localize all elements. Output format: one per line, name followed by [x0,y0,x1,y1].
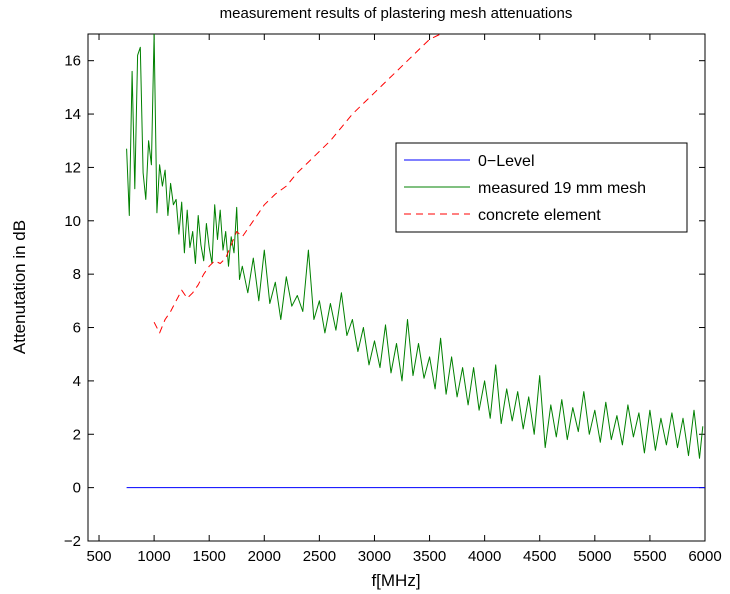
y-tick-label: 6 [73,320,81,337]
y-tick-label: 2 [73,426,81,443]
legend-items: 0−Level measured 19 mm mesh concrete eleme… [404,153,646,224]
chart-title: measurement results of plastering mesh a… [220,5,573,22]
y-tick-label: 14 [64,106,81,123]
y-tick-label: 10 [64,213,81,230]
series-layer [126,34,705,489]
legend-label-2: concrete element [478,207,601,224]
x-tick-label: 6000 [688,548,721,565]
y-tick-label: 0 [73,480,81,497]
y-tick-label: 4 [73,373,81,390]
series-line-1 [126,34,704,459]
x-tick-label: 500 [87,548,112,565]
x-tick-label: 2000 [248,548,281,565]
legend-label-0: 0−Level [478,153,535,170]
x-tick-label: 2500 [303,548,336,565]
y-tick-label: 16 [64,53,81,70]
x-tick-label: 3500 [413,548,446,565]
y-axis-label: Attenutation in dB [10,220,29,354]
legend: 0−Level measured 19 mm mesh concrete eleme… [395,142,688,233]
x-axis-label: f[MHz] [371,571,420,590]
legend-label-1: measured 19 mm mesh [478,180,646,197]
y-tick-label: 12 [64,159,81,176]
x-tick-label: 3000 [358,548,391,565]
y-tick-label: −2 [64,533,81,550]
series-line-2 [153,34,441,334]
x-tick-label: 1500 [193,548,226,565]
y-tick-label: 8 [73,266,81,283]
x-tick-label: 1000 [137,548,170,565]
x-tick-label: 4000 [468,548,501,565]
plot-area [87,33,706,542]
x-tick-label: 4500 [523,548,556,565]
x-tick-label: 5000 [578,548,611,565]
x-tick-label: 5500 [633,548,666,565]
tick-group: 500 1000 1500 2000 2500 3000 3500 4000 4500 5000 5… [64,34,722,565]
